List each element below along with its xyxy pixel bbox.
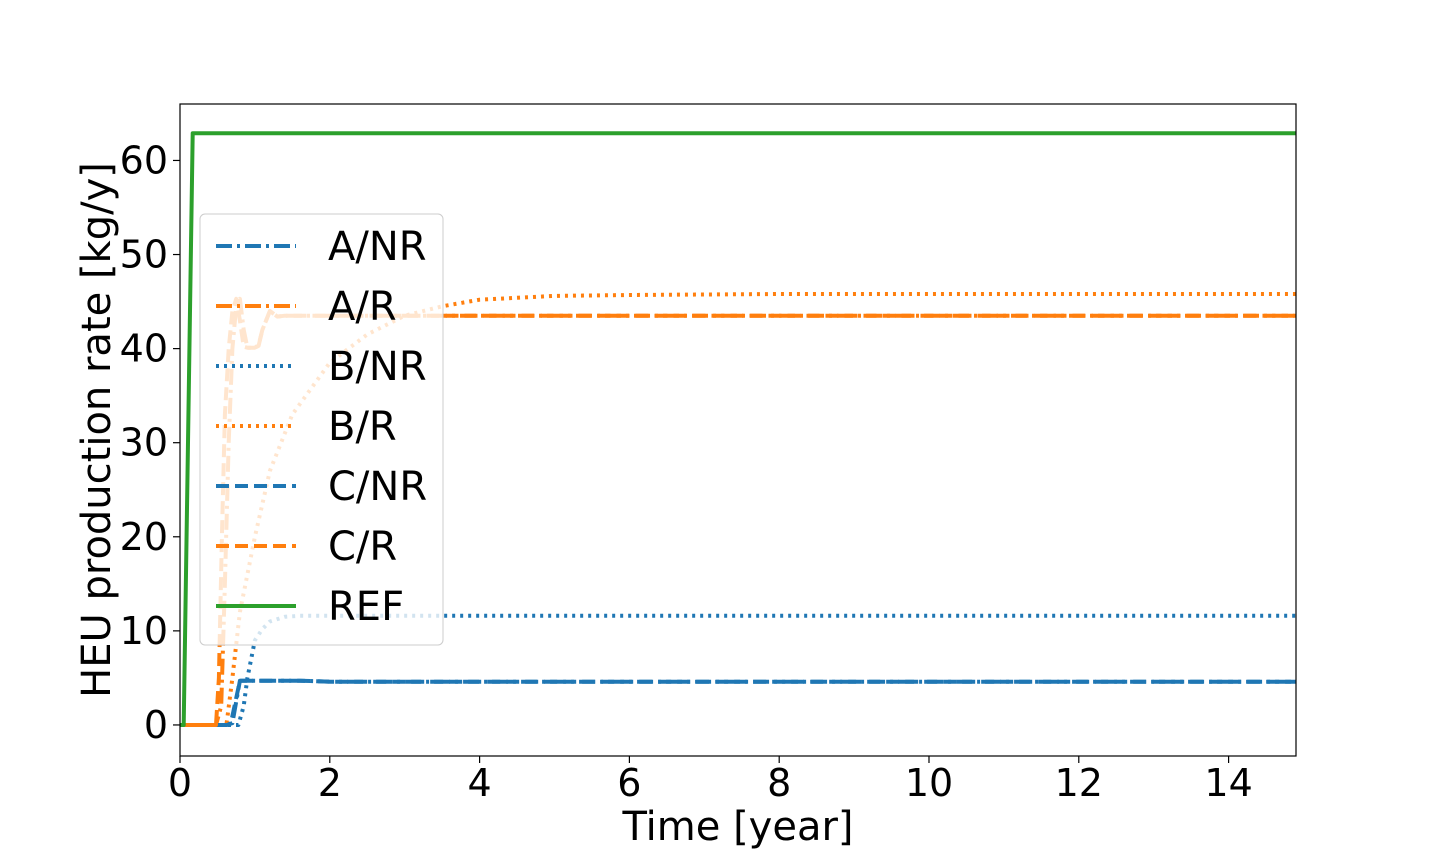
- x-tick-label: 12: [1055, 761, 1103, 805]
- x-axis-label: Time [year]: [621, 804, 853, 850]
- legend: A/NR A/R B/NR B/R C/NR C/R REF: [199, 213, 444, 646]
- y-tick-label: 40: [120, 327, 168, 371]
- legend-box: [199, 213, 444, 646]
- y-tick-label: 50: [120, 233, 168, 277]
- x-tick-label: 0: [168, 761, 192, 805]
- y-tick-label: 10: [120, 609, 168, 653]
- legend-label: A/R: [328, 284, 397, 330]
- y-tick-label: 60: [120, 138, 168, 182]
- y-tick-label: 0: [144, 703, 168, 747]
- x-tick-label: 2: [318, 761, 342, 805]
- legend-label: C/NR: [328, 464, 427, 510]
- y-axis-ticks: 0 10 20 30 40 50 60: [120, 138, 180, 747]
- x-tick-label: 14: [1204, 761, 1252, 805]
- legend-label: B/NR: [328, 344, 427, 390]
- legend-label: B/R: [328, 404, 397, 450]
- legend-label: C/R: [328, 524, 397, 570]
- x-axis-ticks: 0 2 4 6 8 10 12 14: [168, 756, 1253, 805]
- x-tick-label: 8: [767, 761, 791, 805]
- x-tick-label: 10: [905, 761, 953, 805]
- legend-label: REF: [328, 584, 404, 630]
- x-tick-label: 4: [468, 761, 492, 805]
- x-tick-label: 6: [617, 761, 641, 805]
- y-tick-label: 20: [120, 515, 168, 559]
- series-line-6: [180, 131, 1296, 727]
- legend-label: A/NR: [328, 224, 427, 270]
- plot-frame: [179, 103, 1297, 757]
- y-tick-label: 30: [120, 421, 168, 465]
- y-axis-label: HEU production rate [kg/y]: [74, 162, 120, 698]
- series-line-4: [180, 678, 1296, 727]
